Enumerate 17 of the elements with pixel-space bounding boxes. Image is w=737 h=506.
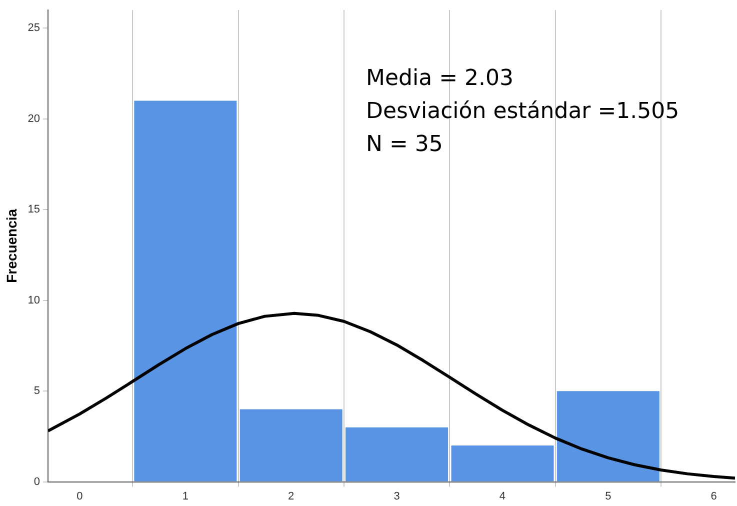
x-tick-label: 2 — [288, 490, 294, 502]
y-tick-label: 0 — [34, 476, 40, 488]
y-tick-label: 20 — [28, 112, 40, 125]
y-tick-label: 15 — [28, 204, 40, 216]
x-tick-label: 0 — [76, 490, 83, 502]
annotation: Desviación estándar =1.505 — [366, 99, 680, 124]
annotation: N = 35 — [366, 132, 443, 157]
y-axis-title: Frecuencia — [3, 208, 20, 283]
y-tick-label: 10 — [28, 294, 40, 306]
x-tick-label: 4 — [499, 490, 506, 502]
y-tick-label: 25 — [28, 22, 40, 34]
x-tick-label: 6 — [710, 490, 717, 502]
y-tick-label: 5 — [34, 385, 40, 398]
x-tick-label: 5 — [605, 490, 612, 502]
annotation: Media = 2.03 — [366, 66, 514, 91]
x-tick-label: 1 — [182, 490, 188, 502]
x-tick-label: 3 — [394, 490, 400, 502]
